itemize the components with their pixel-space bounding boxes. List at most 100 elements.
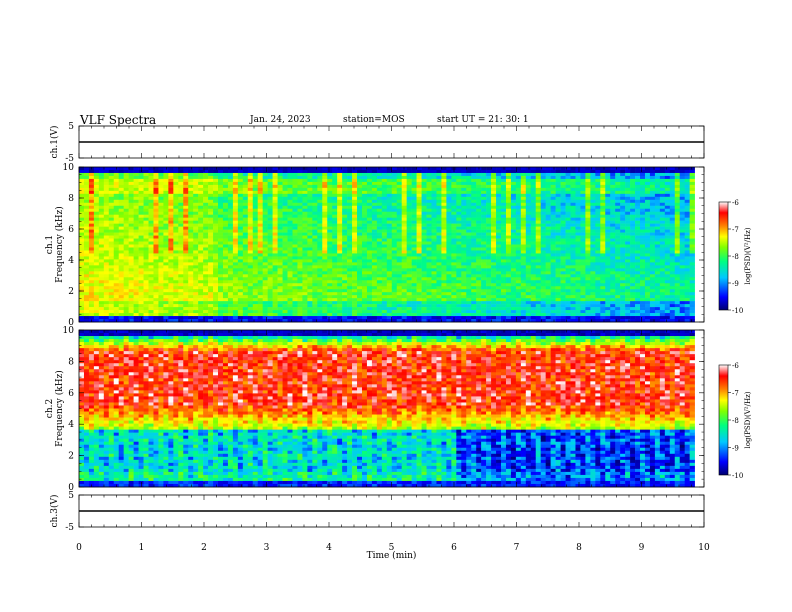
spectrogram-cell: [431, 190, 437, 195]
spectrogram-cell: [391, 229, 398, 233]
spectrogram-cell: [361, 175, 368, 180]
spectrogram-cell: [540, 211, 546, 215]
spectrogram-cell: [198, 262, 204, 266]
spectrogram-cell: [406, 178, 412, 183]
spectrogram-cell: [451, 289, 457, 293]
spectrogram-cell: [540, 310, 546, 314]
spectrogram-cell: [218, 169, 224, 174]
spectrogram-cell: [213, 193, 219, 198]
spectrogram-cell: [232, 199, 239, 204]
spectrogram-cell: [401, 265, 407, 269]
spectrogram-cell: [173, 229, 179, 233]
spectrogram-cell: [173, 214, 179, 218]
spectrogram-cell: [431, 319, 437, 323]
spectrogram-cell: [203, 304, 209, 308]
spectrogram-cell: [486, 271, 492, 275]
spectrogram-cell: [98, 280, 105, 284]
spectrogram-cell: [103, 232, 110, 236]
spectrogram-cell: [133, 199, 139, 204]
spectrogram-cell: [93, 223, 100, 227]
spectrogram-cell: [123, 259, 129, 263]
spectrogram-cell: [476, 184, 482, 189]
spectrogram-cell: [213, 247, 219, 251]
spectrogram-cell: [515, 256, 522, 260]
spectrogram-cell: [456, 220, 462, 224]
spectrogram-cell: [218, 268, 224, 272]
spectrogram-cell: [302, 226, 308, 230]
spectrogram-cell: [128, 283, 134, 287]
spectrogram-cell: [123, 190, 129, 195]
spectrogram-cell: [386, 187, 393, 192]
spectrogram-cell: [297, 298, 303, 302]
spectrogram-cell: [461, 301, 467, 305]
spectrogram-cell: [297, 259, 303, 263]
spectrogram-cell: [98, 214, 105, 218]
spectrogram-cell: [222, 169, 229, 174]
spectrogram-cell: [545, 187, 551, 192]
spectrogram-cell: [361, 244, 368, 248]
spectrogram-cell: [208, 304, 214, 308]
spectrogram-cell: [262, 316, 268, 320]
spectrogram-cell: [292, 274, 298, 278]
spectrogram-cell: [83, 167, 90, 171]
spectrogram-cell: [158, 238, 164, 242]
spectrogram-cell: [357, 226, 363, 230]
spectrogram-cell: [416, 289, 422, 293]
spectrogram-cell: [307, 220, 313, 224]
spectrogram-cell: [103, 289, 110, 293]
spectrogram-cell: [138, 229, 144, 233]
spectrogram-cell: [446, 220, 452, 224]
spectrogram-cell: [252, 220, 259, 224]
spectrogram-cell: [113, 208, 120, 213]
spectrogram-cell: [486, 217, 492, 221]
spectrogram-cell: [535, 310, 542, 314]
spectrogram-cell: [406, 256, 412, 260]
spectrogram-cell: [123, 256, 129, 260]
spectrogram-cell: [337, 259, 343, 263]
spectrogram-cell: [401, 301, 407, 305]
spectrogram-cell: [83, 229, 90, 233]
spectrogram-cell: [476, 259, 482, 263]
spectrogram-cell: [535, 220, 542, 224]
spectrogram-cell: [262, 295, 268, 299]
spectrogram-cell: [491, 250, 497, 254]
spectrogram-cell: [242, 178, 249, 183]
spectrogram-cell: [252, 235, 259, 239]
spectrogram-cell: [461, 316, 467, 320]
spectrogram-cell: [302, 283, 308, 287]
spectrogram-cell: [386, 253, 393, 257]
spectrogram-cell: [232, 268, 239, 272]
spectrogram-cell: [510, 247, 517, 251]
spectrogram-cell: [491, 259, 497, 263]
spectrogram-cell: [371, 244, 378, 248]
spectrogram-cell: [208, 319, 214, 323]
spectrogram-cell: [476, 298, 482, 302]
spectrogram-cell: [163, 271, 169, 275]
spectrogram-cell: [88, 193, 95, 198]
spectrogram-cell: [332, 241, 338, 245]
spectrogram-cell: [337, 241, 343, 245]
spectrogram-cell: [108, 262, 115, 266]
spectrogram-cell: [173, 181, 179, 186]
spectrogram-cell: [540, 253, 546, 257]
spectrogram-cell: [287, 205, 293, 210]
spectrogram-cell: [441, 277, 447, 281]
spectrogram-cell: [79, 295, 85, 299]
spectrogram-cell: [466, 310, 472, 314]
spectrogram-cell: [108, 217, 115, 221]
spectrogram-cell: [491, 167, 497, 171]
spectrogram-cell: [515, 304, 522, 308]
spectrogram-cell: [381, 235, 388, 239]
spectrogram-cell: [158, 244, 164, 248]
spectrogram-cell: [352, 167, 358, 171]
spectrogram-cell: [327, 301, 333, 305]
spectrogram-cell: [366, 301, 373, 305]
spectrogram-cell: [411, 172, 417, 177]
spectrogram-cell: [133, 292, 139, 296]
spectrogram-cell: [501, 268, 507, 272]
spectrogram-cell: [108, 310, 115, 314]
spectrogram-cell: [198, 277, 204, 281]
spectrogram-cell: [88, 184, 95, 189]
spectrogram-cell: [391, 289, 398, 293]
spectrogram-cell: [282, 178, 288, 183]
